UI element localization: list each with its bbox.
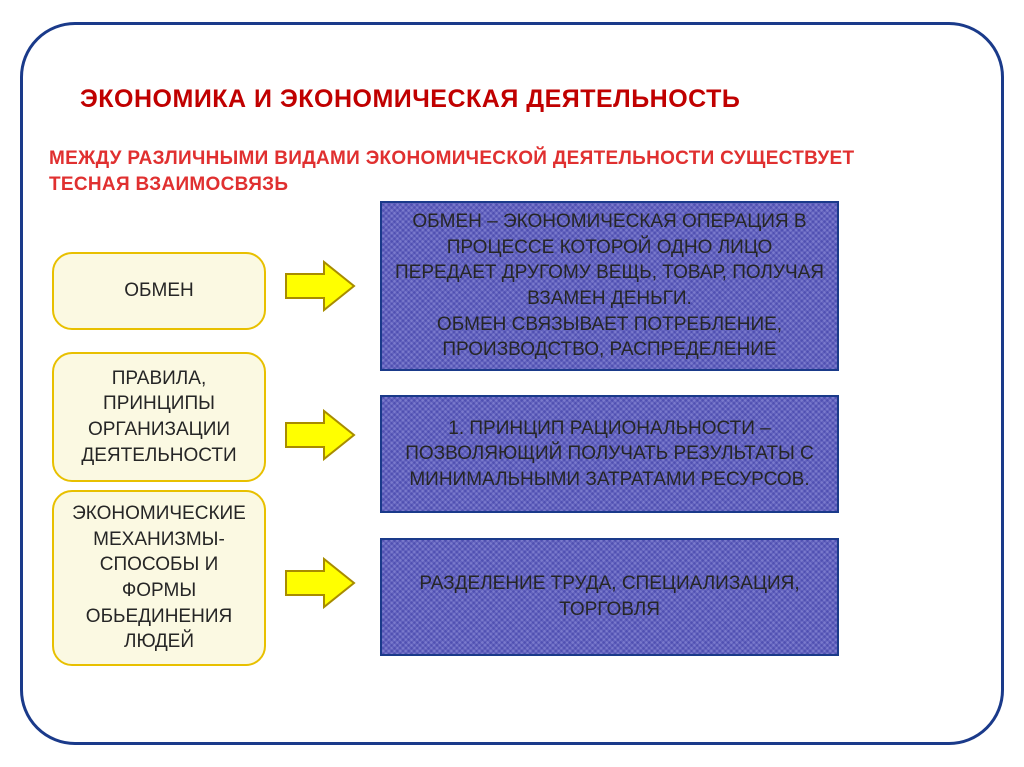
left-box-text: ЭКОНОМИЧЕСКИЕ МЕХАНИЗМЫ- СПОСОБЫ И ФОРМЫ… xyxy=(62,501,256,655)
right-box-exchange-def: ОБМЕН – ЭКОНОМИЧЕСКАЯ ОПЕРАЦИЯ В ПРОЦЕСС… xyxy=(380,201,839,371)
left-box-text: ОБМЕН xyxy=(124,278,193,304)
arrow-icon xyxy=(284,555,356,611)
right-box-division: РАЗДЕЛЕНИЕ ТРУДА, СПЕЦИАЛИЗАЦИЯ, ТОРГОВЛ… xyxy=(380,538,839,656)
left-box-mechanisms: ЭКОНОМИЧЕСКИЕ МЕХАНИЗМЫ- СПОСОБЫ И ФОРМЫ… xyxy=(52,490,266,666)
arrow-icon xyxy=(284,407,356,463)
right-box-text: ОБМЕН – ЭКОНОМИЧЕСКАЯ ОПЕРАЦИЯ В ПРОЦЕСС… xyxy=(394,209,825,363)
arrow-icon xyxy=(284,258,356,314)
slide-title: ЭКОНОМИКА И ЭКОНОМИЧЕСКАЯ ДЕЯТЕЛЬНОСТЬ xyxy=(80,85,740,114)
left-box-exchange: ОБМЕН xyxy=(52,252,266,330)
subtitle-line2: ТЕСНАЯ ВЗАИМОСВЯЗЬ xyxy=(49,174,288,195)
right-box-text: РАЗДЕЛЕНИЕ ТРУДА, СПЕЦИАЛИЗАЦИЯ, ТОРГОВЛ… xyxy=(394,571,825,622)
right-box-rationality: 1. ПРИНЦИП РАЦИОНАЛЬНОСТИ – ПОЗВОЛЯЮЩИЙ … xyxy=(380,395,839,513)
left-box-text: ПРАВИЛА, ПРИНЦИПЫ ОРГАНИЗАЦИИ ДЕЯТЕЛЬНОС… xyxy=(62,366,256,469)
left-box-principles: ПРАВИЛА, ПРИНЦИПЫ ОРГАНИЗАЦИИ ДЕЯТЕЛЬНОС… xyxy=(52,352,266,482)
right-box-text: 1. ПРИНЦИП РАЦИОНАЛЬНОСТИ – ПОЗВОЛЯЮЩИЙ … xyxy=(394,416,825,493)
slide-subtitle: МЕЖДУ РАЗЛИЧНЫМИ ВИДАМИ ЭКОНОМИЧЕСКОЙ ДЕ… xyxy=(49,146,949,197)
subtitle-line1: МЕЖДУ РАЗЛИЧНЫМИ ВИДАМИ ЭКОНОМИЧЕСКОЙ ДЕ… xyxy=(49,148,854,169)
